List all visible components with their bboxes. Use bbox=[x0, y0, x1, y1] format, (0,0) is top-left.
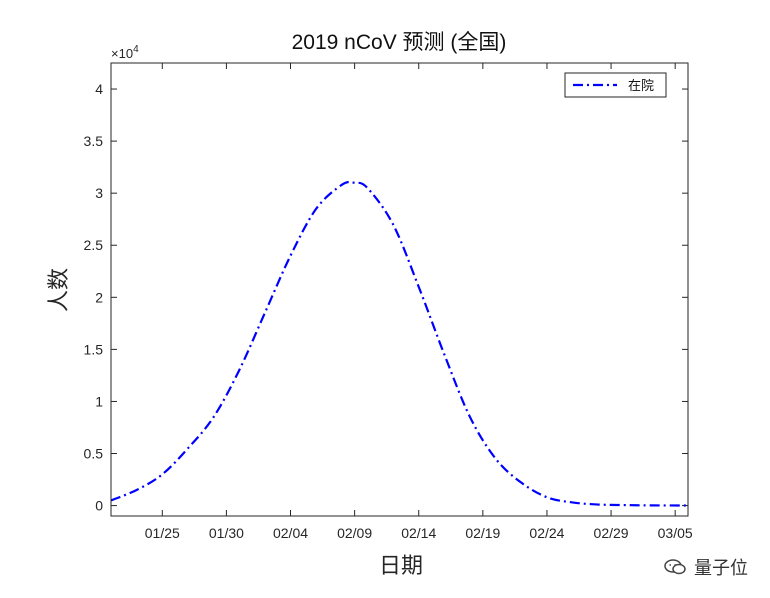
x-tick-label: 02/19 bbox=[465, 525, 500, 541]
y-tick-label: 0.5 bbox=[84, 446, 104, 462]
x-tick-label: 02/14 bbox=[401, 525, 436, 541]
y-exponent-base: ×10 bbox=[111, 46, 133, 61]
y-tick-label: 1.5 bbox=[84, 341, 104, 357]
plot-background bbox=[111, 63, 688, 516]
x-tick-label: 03/05 bbox=[658, 525, 693, 541]
y-tick-label: 4 bbox=[95, 81, 103, 97]
watermark-text: 量子位 bbox=[694, 558, 748, 579]
y-axis-ticks: 0 0.5 1 1.5 2 2.5 3 3.5 4 bbox=[84, 81, 688, 514]
y-tick-label: 1 bbox=[95, 393, 103, 409]
x-tick-label: 01/30 bbox=[209, 525, 244, 541]
y-exponent-power: 4 bbox=[133, 44, 139, 55]
x-tick-label: 02/04 bbox=[273, 525, 308, 541]
y-tick-label: 2 bbox=[95, 289, 103, 305]
wechat-icon bbox=[664, 559, 686, 575]
y-tick-label: 3.5 bbox=[84, 133, 104, 149]
legend-label: 在院 bbox=[628, 79, 654, 94]
y-tick-label: 2.5 bbox=[84, 237, 104, 253]
series-line-在院 bbox=[110, 180, 689, 507]
y-exponent: ×104 bbox=[111, 44, 139, 61]
plot-frame bbox=[110, 62, 689, 517]
x-axis-ticks: 01/25 01/30 02/04 02/09 02/14 02/19 02/24 02/29… bbox=[145, 63, 693, 541]
series-group bbox=[110, 180, 689, 507]
legend: 在院 bbox=[564, 72, 667, 98]
y-axis-label: 人数 bbox=[47, 268, 72, 312]
x-axis-label: 日期 bbox=[379, 554, 423, 579]
x-tick-label: 02/24 bbox=[529, 525, 564, 541]
x-tick-label: 02/09 bbox=[337, 525, 372, 541]
y-tick-label: 3 bbox=[95, 185, 103, 201]
x-tick-label: 01/25 bbox=[145, 525, 180, 541]
y-tick-label: 0 bbox=[95, 498, 103, 514]
chart-title: 2019 nCoV 预测 (全国) bbox=[292, 31, 507, 54]
x-tick-label: 02/29 bbox=[594, 525, 629, 541]
watermark: 量子位 bbox=[662, 554, 748, 580]
